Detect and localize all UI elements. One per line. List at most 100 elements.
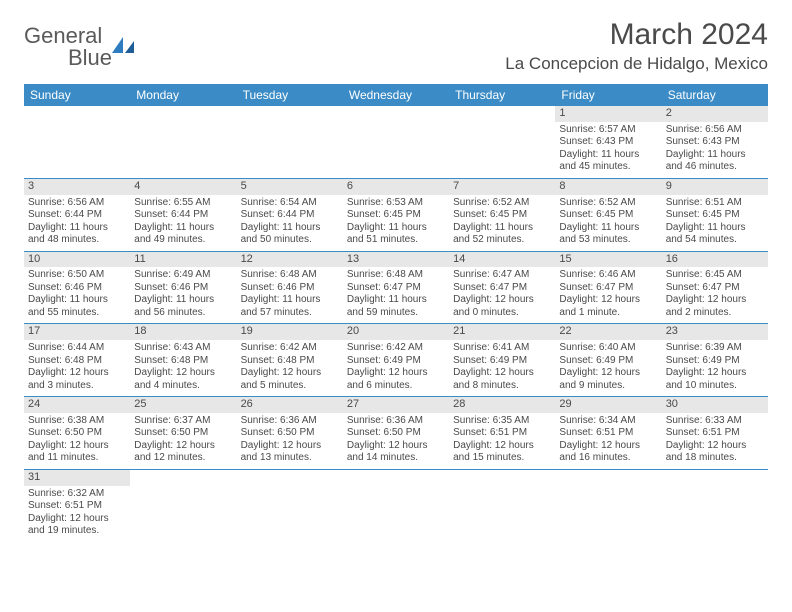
cell-body: Sunrise: 6:50 AMSunset: 6:46 PMDaylight:… <box>28 269 126 319</box>
cell-body: Sunrise: 6:46 AMSunset: 6:47 PMDaylight:… <box>559 269 657 319</box>
day-number <box>343 106 449 108</box>
cell-body: Sunrise: 6:56 AMSunset: 6:44 PMDaylight:… <box>28 197 126 247</box>
sunset-text: Sunset: 6:50 PM <box>134 427 232 440</box>
day-number: 13 <box>343 252 449 268</box>
calendar-cell <box>343 469 449 541</box>
day-number: 12 <box>237 252 343 268</box>
sunset-text: Sunset: 6:44 PM <box>28 209 126 222</box>
day-number: 27 <box>343 397 449 413</box>
weekday-header-row: Sunday Monday Tuesday Wednesday Thursday… <box>24 84 768 106</box>
sunset-text: Sunset: 6:48 PM <box>28 355 126 368</box>
calendar-cell: 21Sunrise: 6:41 AMSunset: 6:49 PMDayligh… <box>449 324 555 397</box>
cell-body: Sunrise: 6:37 AMSunset: 6:50 PMDaylight:… <box>134 415 232 465</box>
cell-body: Sunrise: 6:48 AMSunset: 6:47 PMDaylight:… <box>347 269 445 319</box>
day-number: 26 <box>237 397 343 413</box>
sunrise-text: Sunrise: 6:44 AM <box>28 342 126 355</box>
sunrise-text: Sunrise: 6:35 AM <box>453 415 551 428</box>
day-number: 16 <box>662 252 768 268</box>
daylight-text: Daylight: 12 hours and 18 minutes. <box>666 440 764 465</box>
day-number <box>237 470 343 472</box>
daylight-text: Daylight: 12 hours and 16 minutes. <box>559 440 657 465</box>
weekday-header: Sunday <box>24 84 130 106</box>
sunset-text: Sunset: 6:46 PM <box>134 282 232 295</box>
calendar-cell: 1Sunrise: 6:57 AMSunset: 6:43 PMDaylight… <box>555 106 661 178</box>
sunrise-text: Sunrise: 6:47 AM <box>453 269 551 282</box>
daylight-text: Daylight: 11 hours and 49 minutes. <box>134 222 232 247</box>
sunrise-text: Sunrise: 6:57 AM <box>559 124 657 137</box>
calendar-cell: 8 Sunrise: 6:52 AMSunset: 6:45 PMDaylight… <box>555 178 661 251</box>
day-number <box>130 470 236 472</box>
day-number: 29 <box>555 397 661 413</box>
calendar-cell <box>130 469 236 541</box>
day-number <box>24 106 130 108</box>
calendar-cell <box>237 106 343 178</box>
calendar-cell: 4Sunrise: 6:55 AMSunset: 6:44 PMDaylight… <box>130 178 236 251</box>
daylight-text: Daylight: 11 hours and 57 minutes. <box>241 294 339 319</box>
calendar-cell: 30Sunrise: 6:33 AMSunset: 6:51 PMDayligh… <box>662 397 768 470</box>
daylight-text: Daylight: 11 hours and 50 minutes. <box>241 222 339 247</box>
calendar-cell: 3 Sunrise: 6:56 AMSunset: 6:44 PMDaylight… <box>24 178 130 251</box>
day-number: 19 <box>237 324 343 340</box>
sunrise-text: Sunrise: 6:56 AM <box>28 197 126 210</box>
day-number <box>555 470 661 472</box>
calendar-cell <box>449 469 555 541</box>
weekday-header: Tuesday <box>237 84 343 106</box>
sunrise-text: Sunrise: 6:51 AM <box>666 197 764 210</box>
cell-body: Sunrise: 6:52 AMSunset: 6:45 PMDaylight:… <box>559 197 657 247</box>
sunset-text: Sunset: 6:47 PM <box>666 282 764 295</box>
daylight-text: Daylight: 12 hours and 4 minutes. <box>134 367 232 392</box>
cell-body: Sunrise: 6:52 AMSunset: 6:45 PMDaylight:… <box>453 197 551 247</box>
day-number: 2 <box>662 106 768 122</box>
sunrise-text: Sunrise: 6:43 AM <box>134 342 232 355</box>
calendar-cell: 5Sunrise: 6:54 AMSunset: 6:44 PMDaylight… <box>237 178 343 251</box>
cell-body: Sunrise: 6:40 AMSunset: 6:49 PMDaylight:… <box>559 342 657 392</box>
calendar-cell: 29Sunrise: 6:34 AMSunset: 6:51 PMDayligh… <box>555 397 661 470</box>
sunset-text: Sunset: 6:51 PM <box>28 500 126 513</box>
day-number: 21 <box>449 324 555 340</box>
sunrise-text: Sunrise: 6:52 AM <box>559 197 657 210</box>
sunrise-text: Sunrise: 6:50 AM <box>28 269 126 282</box>
sunrise-text: Sunrise: 6:34 AM <box>559 415 657 428</box>
sunset-text: Sunset: 6:45 PM <box>559 209 657 222</box>
cell-body: Sunrise: 6:49 AMSunset: 6:46 PMDaylight:… <box>134 269 232 319</box>
sunrise-text: Sunrise: 6:48 AM <box>347 269 445 282</box>
day-number: 15 <box>555 252 661 268</box>
sunset-text: Sunset: 6:44 PM <box>134 209 232 222</box>
day-number: 7 <box>449 179 555 195</box>
sunrise-text: Sunrise: 6:33 AM <box>666 415 764 428</box>
cell-body: Sunrise: 6:35 AMSunset: 6:51 PMDaylight:… <box>453 415 551 465</box>
calendar-cell: 31Sunrise: 6:32 AMSunset: 6:51 PMDayligh… <box>24 469 130 541</box>
day-number: 10 <box>24 252 130 268</box>
sunrise-text: Sunrise: 6:42 AM <box>347 342 445 355</box>
cell-body: Sunrise: 6:38 AMSunset: 6:50 PMDaylight:… <box>28 415 126 465</box>
calendar-table: Sunday Monday Tuesday Wednesday Thursday… <box>24 84 768 542</box>
day-number: 17 <box>24 324 130 340</box>
daylight-text: Daylight: 11 hours and 52 minutes. <box>453 222 551 247</box>
calendar-cell: 2Sunrise: 6:56 AMSunset: 6:43 PMDaylight… <box>662 106 768 178</box>
day-number: 24 <box>24 397 130 413</box>
daylight-text: Daylight: 12 hours and 14 minutes. <box>347 440 445 465</box>
daylight-text: Daylight: 12 hours and 0 minutes. <box>453 294 551 319</box>
day-number: 1 <box>555 106 661 122</box>
day-number: 31 <box>24 470 130 486</box>
day-number: 11 <box>130 252 236 268</box>
day-number: 3 <box>24 179 130 195</box>
sunset-text: Sunset: 6:49 PM <box>559 355 657 368</box>
daylight-text: Daylight: 12 hours and 13 minutes. <box>241 440 339 465</box>
cell-body: Sunrise: 6:42 AMSunset: 6:48 PMDaylight:… <box>241 342 339 392</box>
calendar-cell: 27Sunrise: 6:36 AMSunset: 6:50 PMDayligh… <box>343 397 449 470</box>
calendar-cell: 28Sunrise: 6:35 AMSunset: 6:51 PMDayligh… <box>449 397 555 470</box>
calendar-cell: 24 Sunrise: 6:38 AMSunset: 6:50 PMDayligh… <box>24 397 130 470</box>
sunset-text: Sunset: 6:51 PM <box>453 427 551 440</box>
day-number: 8 <box>555 179 661 195</box>
calendar-cell: 14Sunrise: 6:47 AMSunset: 6:47 PMDayligh… <box>449 251 555 324</box>
sunrise-text: Sunrise: 6:38 AM <box>28 415 126 428</box>
daylight-text: Daylight: 11 hours and 45 minutes. <box>559 149 657 174</box>
logo: General Blue <box>24 18 136 70</box>
calendar-cell: 18Sunrise: 6:43 AMSunset: 6:48 PMDayligh… <box>130 324 236 397</box>
day-number: 20 <box>343 324 449 340</box>
sunrise-text: Sunrise: 6:53 AM <box>347 197 445 210</box>
sunrise-text: Sunrise: 6:56 AM <box>666 124 764 137</box>
cell-body: Sunrise: 6:55 AMSunset: 6:44 PMDaylight:… <box>134 197 232 247</box>
header: General Blue March 2024 La Concepcion de… <box>24 18 768 74</box>
